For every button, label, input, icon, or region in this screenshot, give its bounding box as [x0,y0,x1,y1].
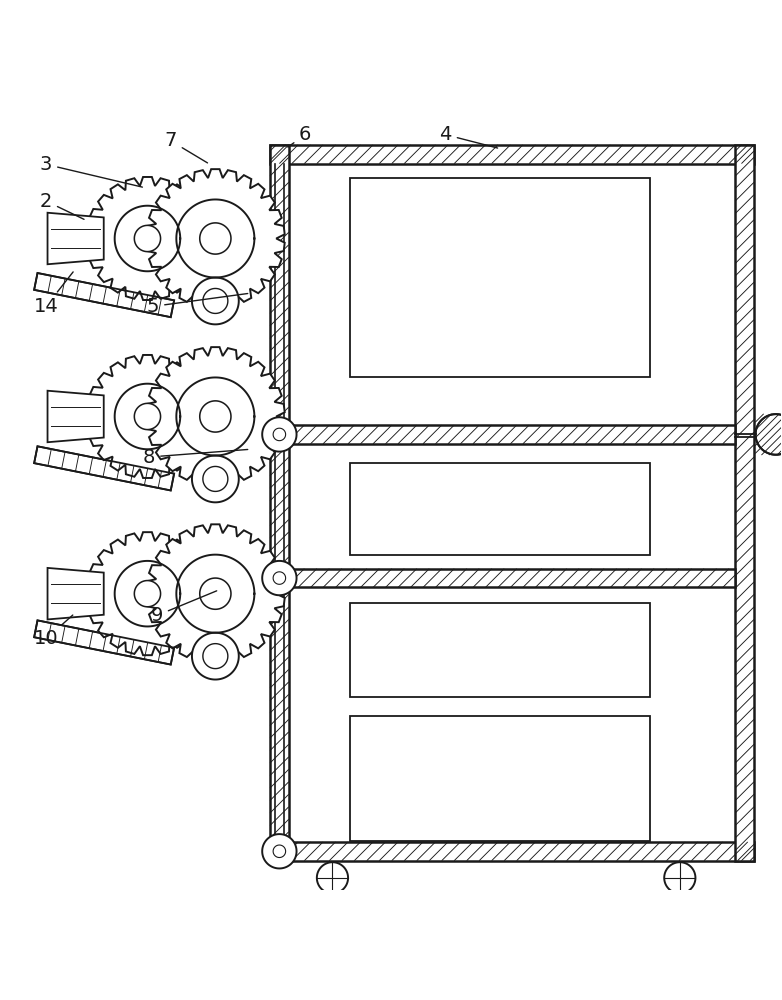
Polygon shape [262,561,296,595]
Polygon shape [755,414,782,455]
Polygon shape [664,862,695,893]
Bar [270,145,754,164]
Polygon shape [203,288,228,313]
Polygon shape [86,532,209,655]
Bar [270,425,735,444]
Polygon shape [192,456,239,502]
Bar [350,716,650,841]
Text: 9: 9 [151,591,217,625]
Polygon shape [146,169,285,308]
Polygon shape [203,466,228,491]
Polygon shape [192,633,239,680]
Polygon shape [86,177,209,300]
Polygon shape [262,417,296,452]
Polygon shape [86,355,209,478]
Text: 4: 4 [439,125,497,148]
Polygon shape [135,403,160,430]
Polygon shape [317,862,348,893]
Text: 8: 8 [143,448,248,467]
Bar [350,463,650,555]
Polygon shape [199,578,231,609]
Text: 5: 5 [147,294,248,316]
Text: 2: 2 [40,192,84,219]
Polygon shape [34,620,174,665]
Text: 3: 3 [40,155,142,187]
Text: 6: 6 [288,125,311,147]
Polygon shape [34,273,174,317]
Polygon shape [199,401,231,432]
Polygon shape [273,845,285,858]
Polygon shape [203,644,228,669]
Bar [270,569,735,587]
Polygon shape [48,568,104,619]
Polygon shape [135,225,160,252]
Polygon shape [135,581,160,607]
Polygon shape [146,524,285,663]
Polygon shape [273,428,285,441]
Polygon shape [199,223,231,254]
Bar [735,145,754,861]
Polygon shape [146,347,285,486]
Bar [350,178,650,377]
Polygon shape [48,391,104,442]
Text: 10: 10 [34,615,73,648]
Text: 7: 7 [165,131,207,163]
Polygon shape [34,446,174,490]
Bar [270,145,289,861]
Polygon shape [48,213,104,264]
Bar [350,603,650,697]
Polygon shape [273,572,285,584]
Bar [270,842,754,861]
Polygon shape [262,834,296,868]
Text: 14: 14 [34,272,74,316]
Polygon shape [192,278,239,324]
